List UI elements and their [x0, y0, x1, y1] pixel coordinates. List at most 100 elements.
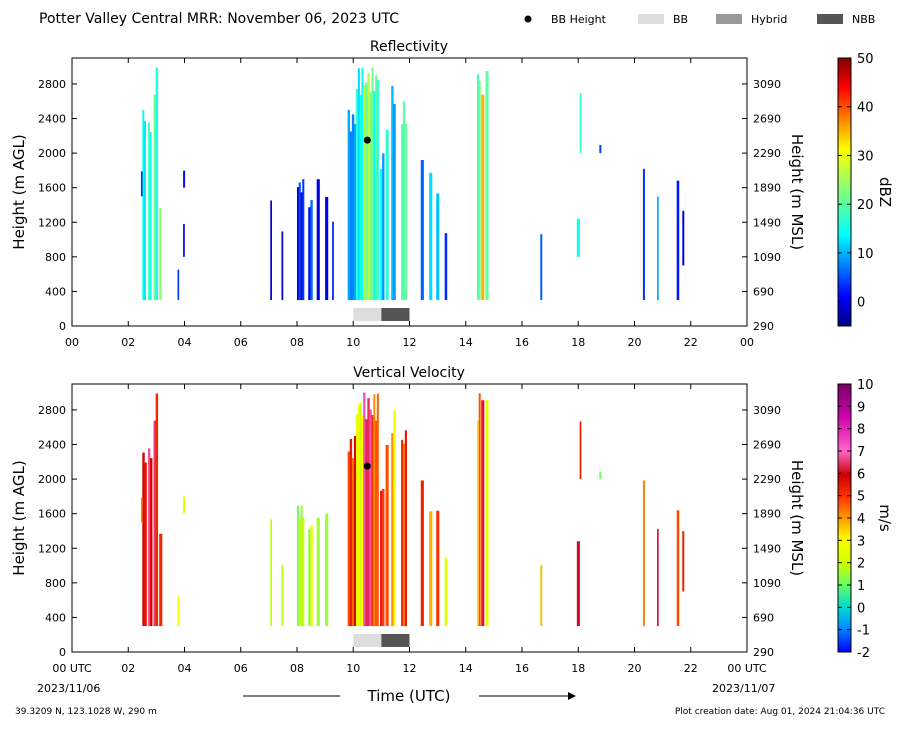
echo-column [270, 200, 272, 301]
echo-column [371, 67, 379, 301]
echo-column [297, 505, 305, 627]
echo-stripe [144, 120, 146, 301]
echo-stripe [150, 458, 153, 627]
echo-stripe [155, 393, 159, 627]
echo-column [147, 448, 153, 627]
echo-column [429, 511, 433, 627]
echo-stripe [153, 94, 156, 301]
echo-stripe [349, 131, 353, 301]
y2-tick-label: 2690 [753, 439, 781, 452]
x-tick-label: 10 [346, 336, 360, 349]
plot-creation-date: Plot creation date: Aug 01, 2024 21:04:3… [675, 707, 885, 717]
echo-stripe [332, 221, 334, 301]
echo-stripe [308, 207, 311, 301]
echo-stripe [376, 393, 379, 627]
colorbar-tick-label: 10 [857, 247, 874, 262]
echo-stripe [436, 193, 440, 301]
echo-stripe [183, 496, 186, 514]
echo-stripe [369, 92, 372, 301]
echo-column [391, 410, 396, 627]
echo-stripe [351, 458, 355, 627]
echo-column [183, 224, 185, 257]
colorbar-tick-label: -2 [857, 646, 870, 661]
y2-tick-label: 3090 [753, 78, 781, 91]
echo-column [281, 564, 284, 627]
echo-stripe [391, 433, 394, 627]
echo-stripe [297, 505, 300, 627]
y-tick-label: 1600 [38, 508, 66, 521]
echo-stripe [477, 420, 479, 627]
y-tick-label: 1200 [38, 542, 66, 555]
colorbar-tick-label: 1 [857, 579, 865, 594]
echo-column [332, 221, 334, 301]
reflectivity-x-axis: 00 02 04 06 08 10 12 14 16 18 20 22 00 [65, 58, 754, 349]
start-date-label: 2023/11/06 [37, 682, 100, 695]
echo-stripe [478, 393, 481, 627]
echo-column [540, 565, 543, 627]
echo-stripe [444, 233, 448, 301]
velocity-bb-segments [353, 634, 410, 647]
echo-column [436, 193, 440, 301]
echo-stripe [599, 471, 602, 480]
echo-column [153, 393, 159, 627]
echo-column [379, 153, 385, 301]
echo-column [140, 497, 143, 523]
echo-stripe [369, 409, 372, 627]
echo-stripe [144, 462, 147, 627]
echo-stripe [402, 101, 406, 301]
legend-bb-height-label: BB Height [551, 13, 607, 26]
velocity-y2-axis: 290 690 1090 1490 1890 2290 2690 3090 [742, 404, 781, 659]
echo-stripe [393, 410, 396, 627]
colorbar-tick-label: 40 [857, 101, 874, 116]
echo-stripe [642, 168, 645, 301]
bb-segment-bb [353, 634, 382, 647]
echo-column [325, 196, 329, 301]
x-tick-label: 20 [628, 336, 642, 349]
reflectivity-bb-segments [353, 308, 410, 321]
echo-column [481, 400, 485, 627]
echo-column [477, 74, 481, 301]
x-tick-label: 20 [628, 662, 642, 675]
echo-column [347, 435, 357, 627]
time-axis-label: Time (UTC) [367, 687, 451, 705]
echo-column [371, 393, 379, 627]
legend-nbb-label: NBB [852, 13, 875, 26]
echo-stripe [298, 182, 301, 301]
y2-tick-label: 2290 [753, 147, 781, 160]
echo-stripe [540, 565, 543, 627]
echo-stripe [579, 93, 582, 154]
legend-nbb-swatch [817, 14, 843, 24]
echo-column [363, 73, 372, 301]
echo-stripe [382, 489, 385, 627]
echo-stripe [385, 129, 389, 301]
velocity-plot-area [72, 384, 747, 652]
x-tick-label: 00 UTC [727, 662, 767, 675]
velocity-bb-height-markers [363, 462, 371, 470]
y2-tick-label: 2690 [753, 113, 781, 126]
x-tick-label: 02 [121, 662, 135, 675]
legend-hybrid-label: Hybrid [751, 13, 787, 26]
reflectivity-y-axis: 0 400 800 1200 1600 2000 2400 2800 [38, 78, 77, 333]
echo-stripe [153, 420, 156, 627]
x-tick-label: 00 [65, 336, 79, 349]
echo-stripe [361, 67, 364, 301]
echo-stripe [420, 160, 424, 301]
echo-column [316, 517, 320, 627]
colorbar-tick-label: 0 [857, 601, 865, 616]
legend-hybrid-swatch [716, 14, 742, 24]
echo-column [436, 510, 440, 627]
echo-stripe [676, 510, 680, 627]
colorbar-tick-label: 8 [857, 423, 865, 438]
echo-stripe [485, 71, 489, 301]
echo-stripe [357, 404, 360, 627]
y-tick-label: 2800 [38, 78, 66, 91]
echo-stripe [349, 438, 353, 627]
echo-stripe [373, 394, 376, 627]
echo-stripe [657, 528, 659, 627]
echo-stripe [676, 180, 680, 301]
y-tick-label: 0 [59, 320, 66, 333]
echo-stripe [361, 416, 364, 627]
echo-column [363, 392, 372, 627]
echo-stripe [149, 132, 152, 301]
echo-stripe [436, 510, 440, 627]
